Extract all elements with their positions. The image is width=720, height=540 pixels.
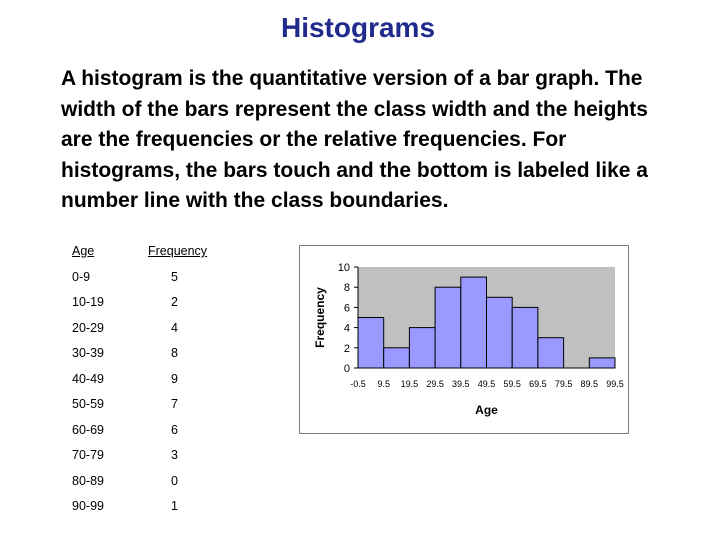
histogram-bar — [537, 337, 565, 369]
slide-body-text: A histogram is the quantitative version … — [61, 67, 648, 212]
x-axis-title: Age — [475, 403, 498, 417]
histogram-bar — [383, 347, 410, 369]
y-axis-title: Frequency — [313, 287, 327, 348]
table-cell-frequency: 5 — [171, 270, 178, 284]
histogram-bar — [434, 286, 462, 369]
table-row: 30-39 8 — [72, 346, 272, 362]
table-row: 0-9 5 — [72, 270, 272, 286]
table-cell-class: 10-19 — [72, 295, 104, 309]
histogram-bar — [408, 327, 436, 369]
table-cell-class: 90-99 — [72, 499, 104, 513]
table-cell-class: 80-89 — [72, 474, 104, 488]
table-row: 80-89 0 — [72, 474, 272, 490]
table-cell-class: 40-49 — [72, 372, 104, 386]
table-cell-class: 30-39 — [72, 346, 104, 360]
table-row: 70-79 3 — [72, 448, 272, 464]
table-row: 60-69 6 — [72, 423, 272, 439]
table-cell-class: 60-69 — [72, 423, 104, 437]
x-tick-label: 9.5 — [377, 379, 390, 389]
x-tick-label: 99.5 — [606, 379, 624, 389]
table-cell-frequency: 7 — [171, 397, 178, 411]
x-tick-label: -0.5 — [350, 379, 366, 389]
histogram-svg: 0 2 4 6 8 10 -0.5 9.5 19.5 29.5 39.5 49.5 59.5 69.5 79… — [313, 262, 624, 417]
x-tick-label: 79.5 — [555, 379, 573, 389]
y-tick-label: 6 — [344, 302, 350, 314]
x-tick-label: 39.5 — [452, 379, 470, 389]
y-tick-label: 0 — [344, 363, 350, 375]
x-tick-label: 29.5 — [426, 379, 444, 389]
table-cell-class: 0-9 — [72, 270, 91, 284]
x-tick-label: 89.5 — [581, 379, 599, 389]
y-tick-label: 2 — [344, 343, 350, 355]
histogram-bar — [588, 357, 616, 369]
table-row: 90-99 1 — [72, 499, 272, 515]
x-tick-label: 59.5 — [503, 379, 521, 389]
table-cell-class: 50-59 — [72, 397, 104, 411]
slide-title: Histograms — [280, 12, 436, 43]
table-row: 40-49 9 — [72, 372, 272, 388]
y-tick-label: 10 — [338, 262, 350, 274]
x-tick-label: 19.5 — [401, 379, 419, 389]
table-cell-frequency: 2 — [171, 295, 178, 309]
table-row: 50-59 7 — [72, 397, 272, 413]
histogram-bar — [511, 306, 539, 369]
histogram-bar — [460, 276, 488, 369]
x-tick-label: 49.5 — [478, 379, 496, 389]
x-tick-label: 69.5 — [529, 379, 547, 389]
y-tick-label: 4 — [344, 323, 350, 335]
histogram-bar — [486, 296, 513, 369]
table-cell-frequency: 1 — [171, 499, 178, 513]
table-cell-class: 70-79 — [72, 448, 104, 462]
table-row: 20-29 4 — [72, 321, 272, 337]
table-cell-frequency: 4 — [171, 321, 178, 335]
table-cell-frequency: 3 — [171, 448, 178, 462]
table-cell-frequency: 8 — [171, 346, 178, 360]
table-cell-class: 20-29 — [72, 321, 104, 335]
table-cell-frequency: 9 — [171, 372, 178, 386]
histogram-chart: 0 2 4 6 8 10 -0.5 9.5 19.5 29.5 39.5 49.5 59.5 69.5 79… — [299, 245, 629, 434]
histogram-bar — [357, 317, 385, 369]
table-cell-frequency: 0 — [171, 474, 178, 488]
table-row: 10-19 2 — [72, 295, 272, 311]
table-cell-frequency: 6 — [171, 423, 178, 437]
y-tick-label: 8 — [344, 282, 350, 294]
table-header-age: Age — [72, 244, 95, 258]
table-header-frequency: Frequency — [148, 244, 208, 258]
